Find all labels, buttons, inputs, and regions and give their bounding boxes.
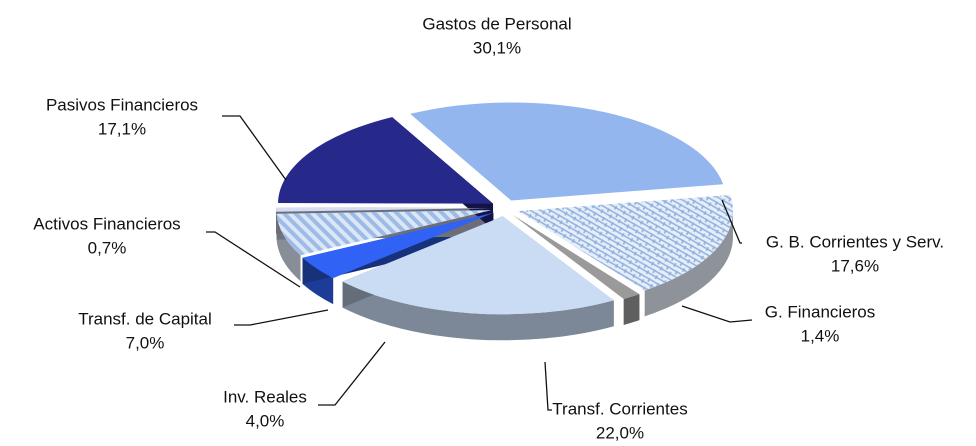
- slice: [342, 216, 614, 315]
- slice-hatch: [517, 194, 733, 291]
- leader-line: [681, 305, 753, 323]
- slice-percent: 17,6%: [831, 256, 879, 275]
- slice-percent: 0,7%: [88, 238, 127, 257]
- slice-percent: 1,4%: [801, 326, 840, 345]
- slice: [276, 207, 492, 212]
- slice-percent: 22,0%: [596, 423, 644, 442]
- leader-line: [721, 199, 742, 244]
- slice-name: Transf. Corrientes: [552, 399, 687, 418]
- slice-side: [623, 294, 640, 325]
- leader-line: [544, 361, 552, 411]
- slice-side: [644, 211, 733, 317]
- slice: [302, 212, 494, 279]
- slice-name: Pasivos Financieros: [46, 95, 198, 114]
- slice-side-shade: [276, 213, 301, 282]
- slice-percent: 30,1%: [473, 38, 521, 57]
- leader-line: [234, 309, 329, 326]
- slice-side: [276, 213, 301, 282]
- slice-side: [342, 281, 614, 341]
- slice-hatch: [276, 210, 492, 256]
- slice-tops: [276, 102, 733, 315]
- slice: [512, 214, 640, 299]
- slice-name: G. B. Corrientes y Serv.: [766, 232, 944, 251]
- slice-name: Activos Financieros: [33, 214, 180, 233]
- leader-line: [222, 115, 287, 181]
- slice-percent: 7,0%: [126, 333, 165, 352]
- slice-side-shade: [342, 281, 614, 341]
- slice-side-shade: [623, 294, 640, 325]
- leader-line: [318, 341, 386, 406]
- slice: [278, 117, 494, 204]
- data-labels: Gastos de Personal 30,1% G. B. Corrientes …: [33, 14, 944, 442]
- slice-side-shade: [644, 211, 733, 317]
- slice-name: Inv. Reales: [223, 387, 307, 406]
- slice-percent: 17,1%: [98, 119, 146, 138]
- slice-percent: 4,0%: [246, 411, 285, 430]
- leader-line: [206, 231, 301, 288]
- slice-name: Gastos de Personal: [422, 14, 571, 33]
- slice-name: G. Financieros: [765, 302, 876, 321]
- slice: [410, 102, 724, 201]
- slice-name: Transf. de Capital: [78, 309, 212, 328]
